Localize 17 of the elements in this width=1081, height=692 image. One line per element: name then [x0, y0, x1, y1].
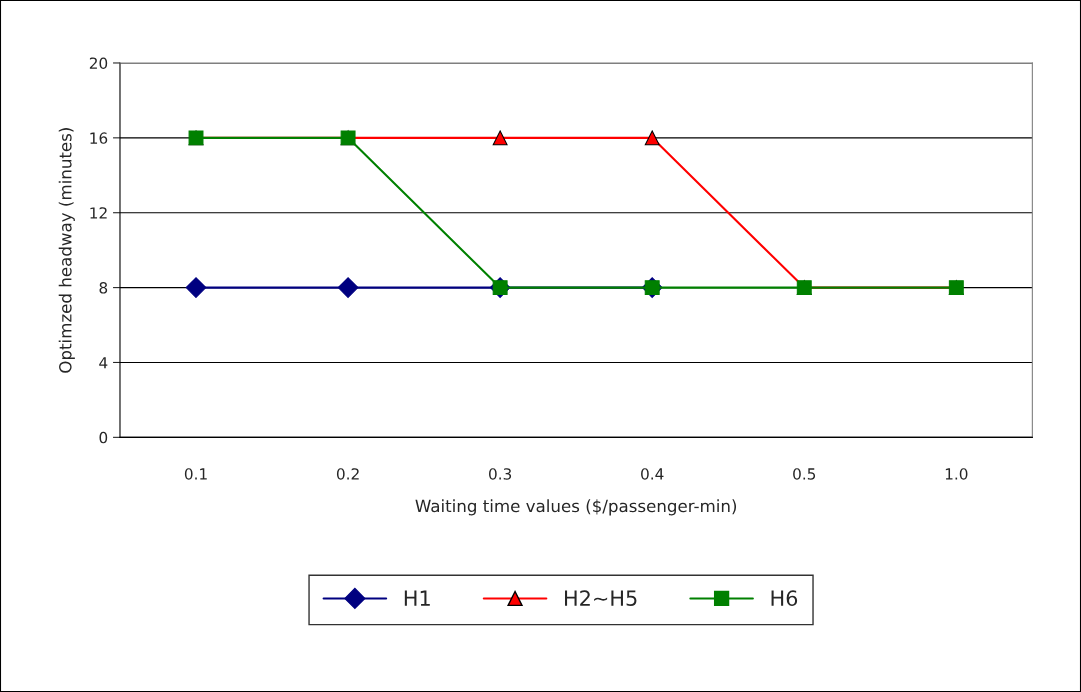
y-axis-title: Optimzed headway (minutes) [58, 128, 75, 373]
x-tick-label: 0.2 [336, 468, 359, 480]
y-tick-label: 8 [99, 282, 108, 294]
y-tick-label: 0 [99, 431, 108, 444]
y-tick-label: 4 [99, 357, 108, 369]
legend-label: H1 [404, 590, 430, 606]
x-tick-label: 1.0 [945, 468, 968, 480]
x-axis-title: Waiting time values ($/passenger-min) [415, 499, 737, 516]
x-tick-label: 0.4 [641, 468, 664, 480]
y-tick-label: 12 [90, 207, 107, 219]
x-tick-label: 0.3 [489, 468, 512, 480]
y-tick-label: 20 [89, 57, 108, 69]
legend-label: H6 [771, 590, 798, 607]
x-tick-label: 0.5 [793, 468, 816, 480]
x-tick-label: 0.1 [184, 468, 207, 480]
y-tick-label: 16 [90, 132, 108, 144]
legend-label: H2~H5 [565, 590, 637, 607]
